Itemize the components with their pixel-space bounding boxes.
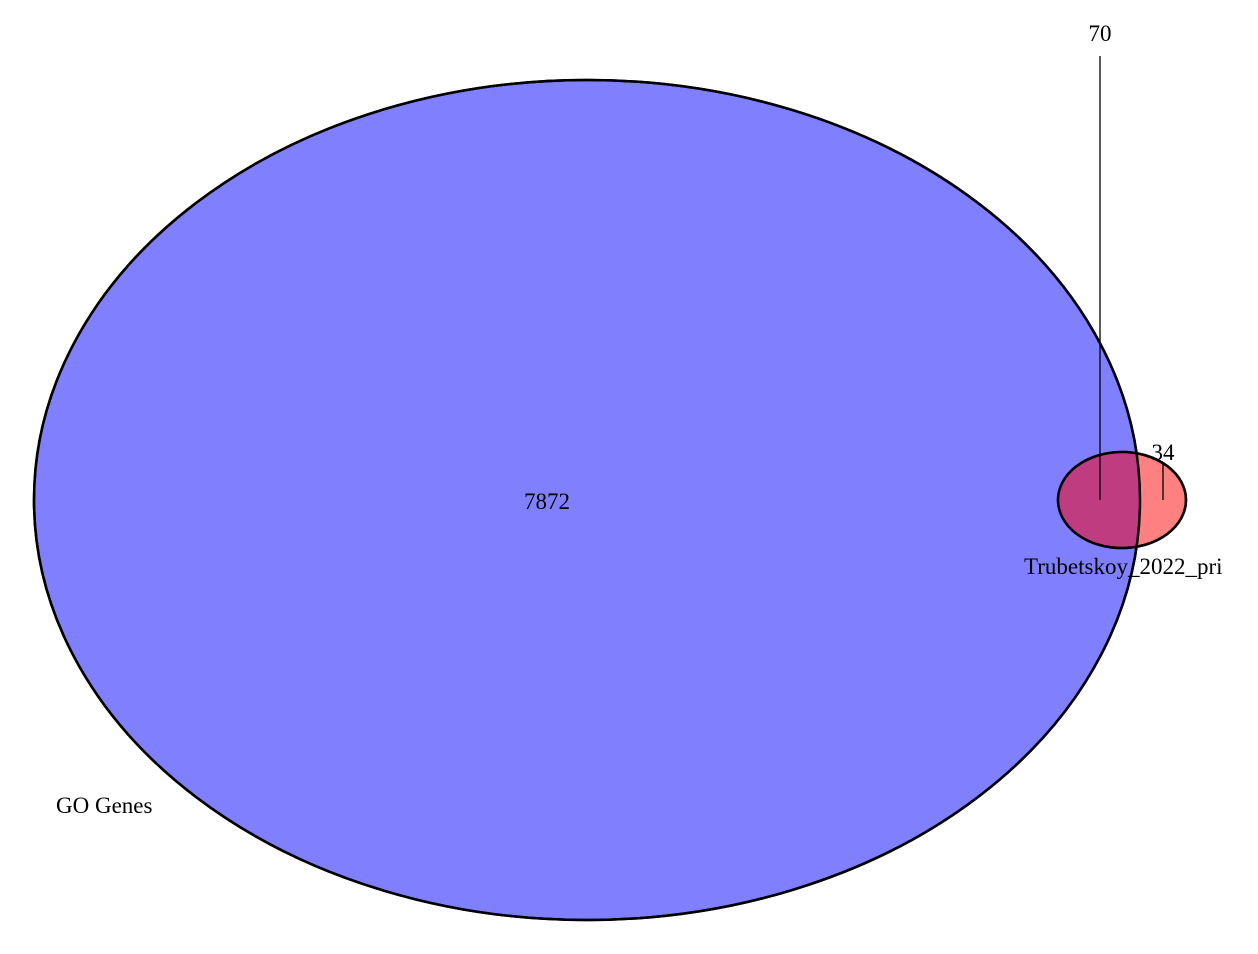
trubetskoy-set-outline bbox=[1056, 450, 1188, 550]
trubetskoy-only-count: 34 bbox=[1152, 440, 1176, 465]
overlap-count: 70 bbox=[1089, 21, 1112, 46]
trubetskoy-set-label: Trubetskoy_2022_pri bbox=[1024, 554, 1223, 579]
go-genes-set-ellipse bbox=[32, 78, 1142, 922]
go-genes-set-label: GO Genes bbox=[56, 793, 152, 818]
go-genes-set-outline bbox=[32, 78, 1142, 922]
go-only-count: 7872 bbox=[524, 489, 570, 514]
overlap-region bbox=[1058, 452, 1140, 548]
